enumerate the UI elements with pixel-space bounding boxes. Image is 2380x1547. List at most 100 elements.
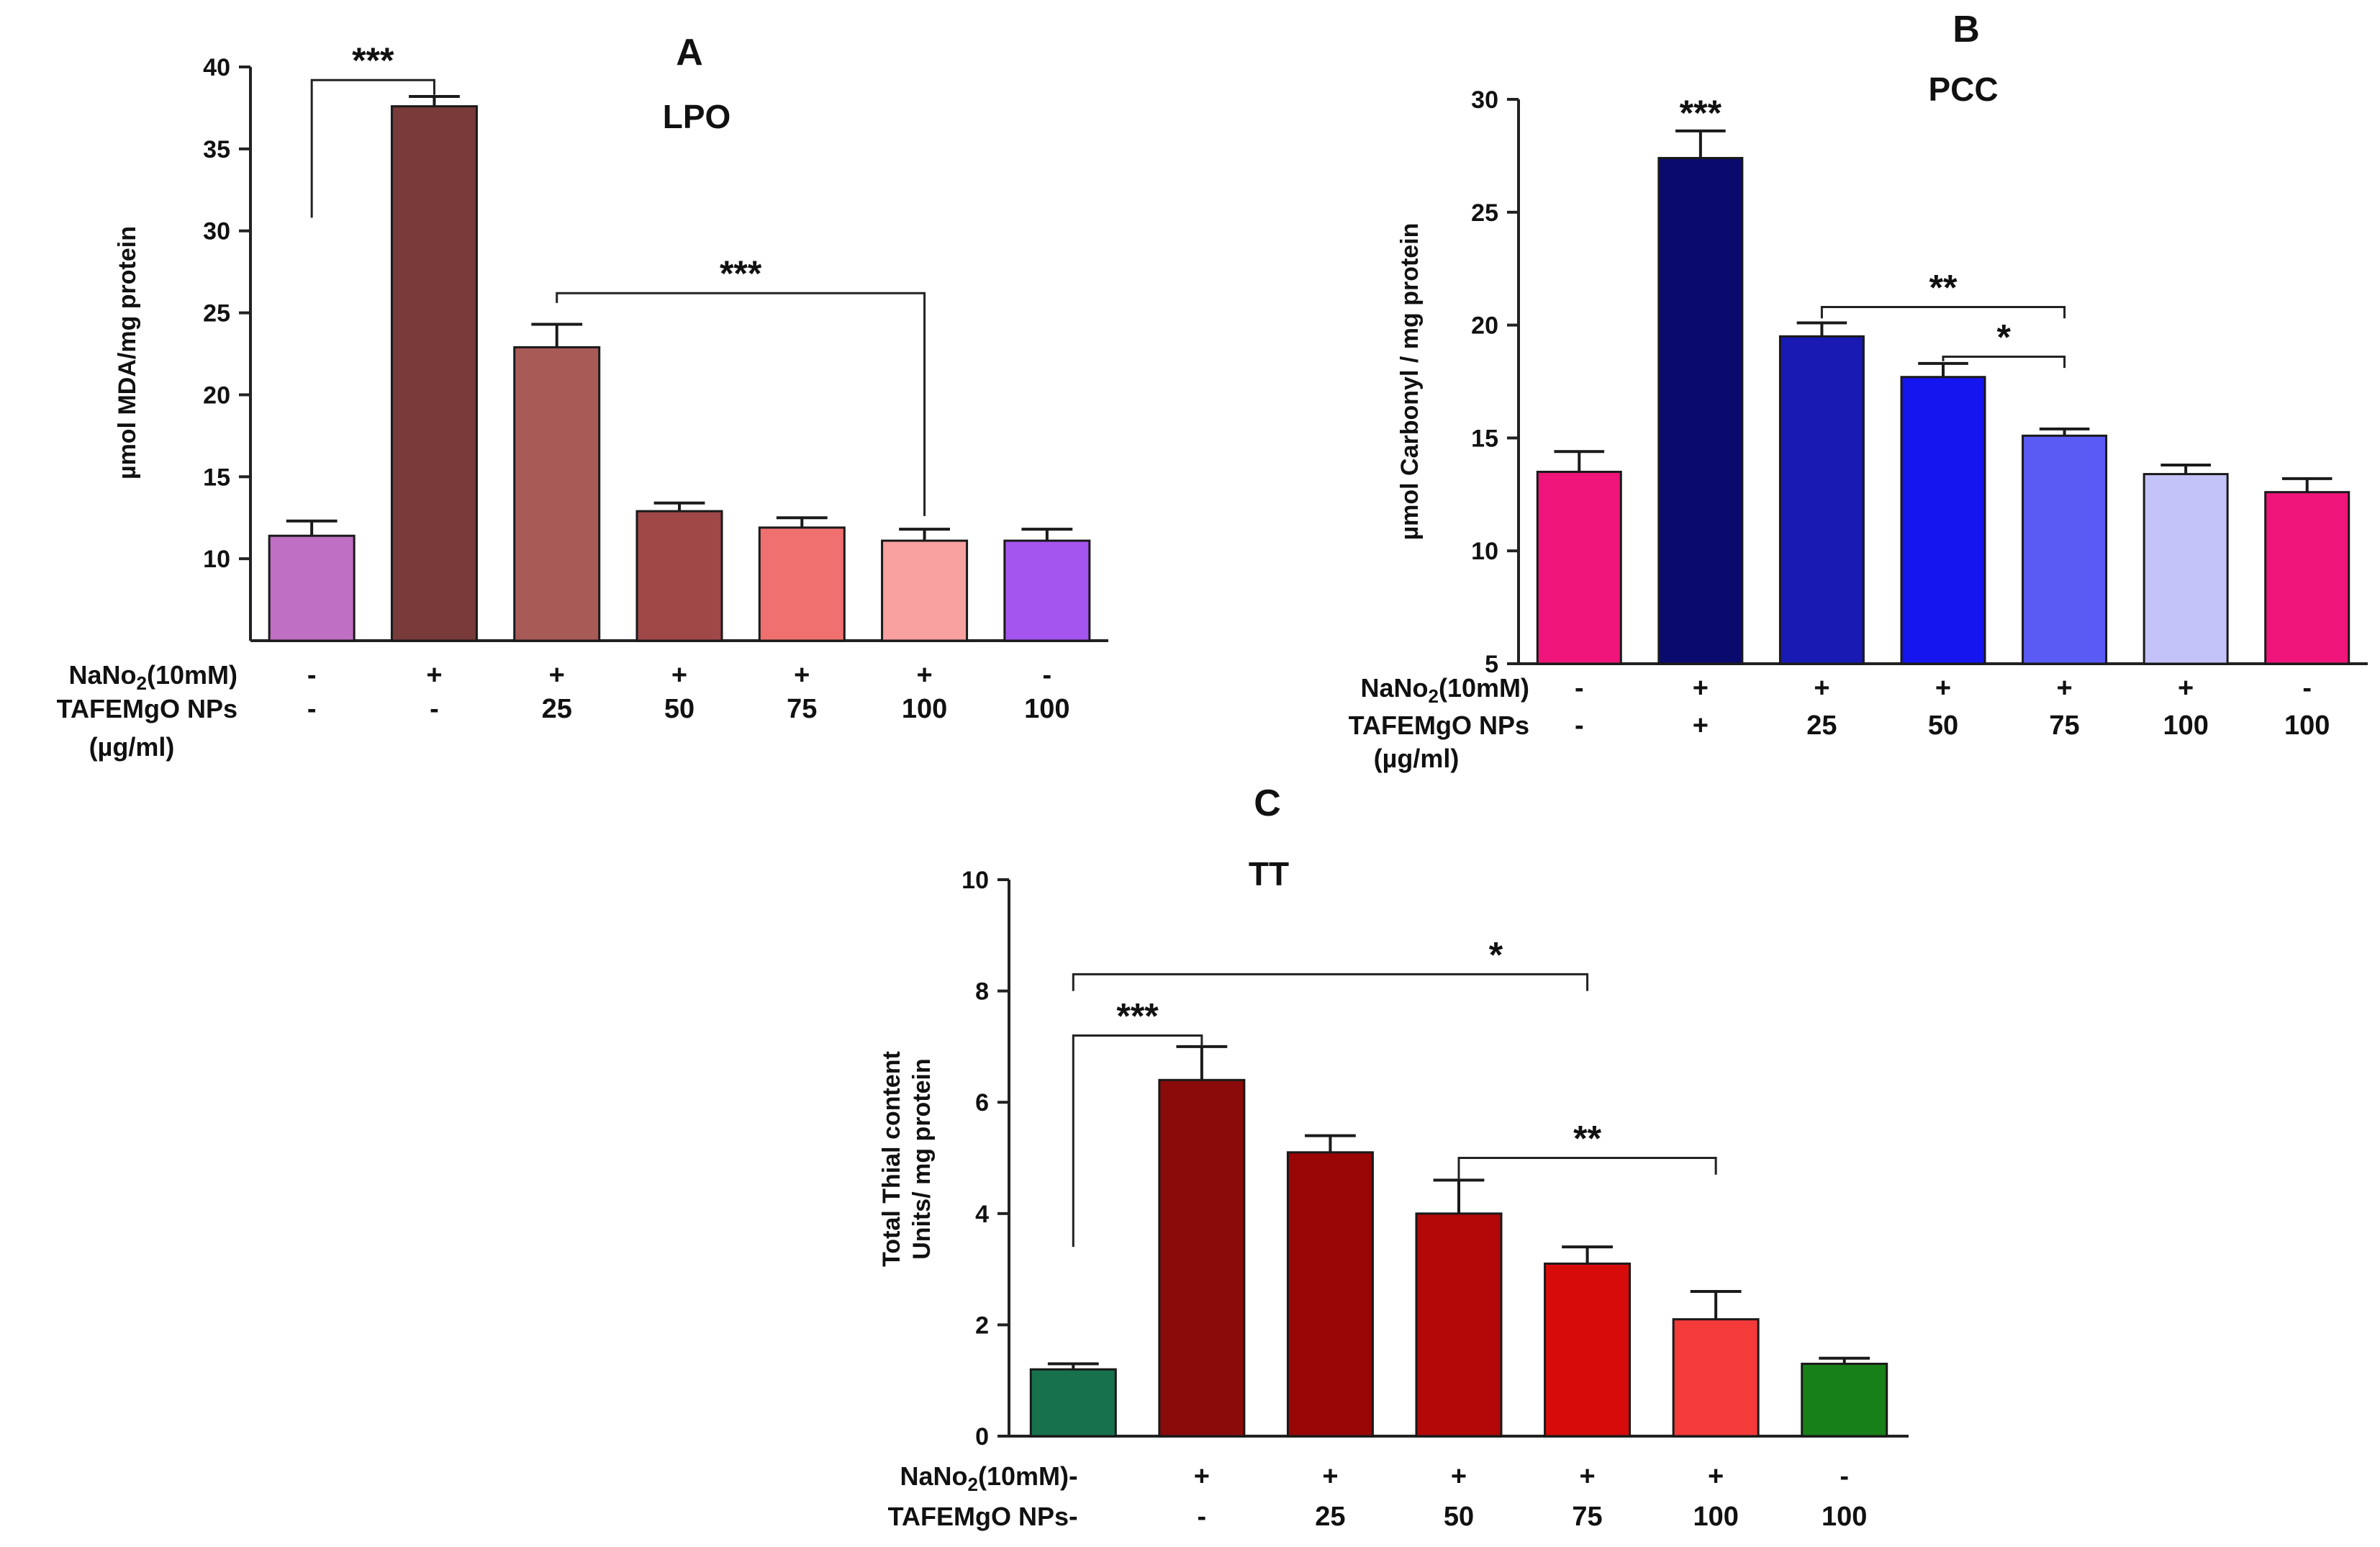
bar	[268, 534, 356, 642]
treatment-mark: +	[794, 660, 810, 690]
significance-label: ***	[352, 40, 394, 81]
treatment-mark: 25	[1315, 1502, 1345, 1532]
panel-letter: C	[1254, 782, 1281, 824]
significance-bracket	[556, 292, 926, 516]
treatment-mark: 50	[1928, 711, 1958, 741]
y-tick-label: 0	[975, 1423, 989, 1451]
bar	[881, 539, 969, 642]
treatment-mark: 75	[787, 694, 817, 724]
bar	[1657, 157, 1744, 665]
treatment-mark: -	[430, 694, 439, 724]
treatment-mark: +	[1579, 1461, 1595, 1492]
treatment-mark: +	[2056, 673, 2072, 703]
y-tick-label: 20	[203, 382, 230, 409]
significance-label: ***	[1116, 996, 1159, 1036]
treatment-mark: 50	[1444, 1502, 1474, 1532]
treatment-mark: +	[1194, 1461, 1210, 1492]
y-tick-label: 10	[203, 546, 230, 573]
y-axis-label: µmol Carbonyl / mg protein	[1396, 223, 1424, 541]
y-axis-label-line-2: Units/ mg protein	[908, 1058, 936, 1260]
unit-label: (µg/ml)	[89, 732, 175, 762]
treatment-row-label: TAFEMgO NPs	[888, 1502, 1069, 1531]
y-tick-label: 40	[203, 54, 230, 81]
treatment-mark: +	[1451, 1461, 1467, 1492]
treatment-mark: +	[426, 660, 442, 690]
treatment-mark: -	[1198, 1502, 1207, 1532]
treatment-mark: -	[1840, 1461, 1849, 1492]
bar	[1544, 1262, 1632, 1438]
treatment-mark: +	[671, 660, 687, 690]
chart-panel-a: A LPO µmol MDA/mg protein 10 15 20 25 30 35 40 NaN…	[57, 32, 1108, 762]
treatment-mark: +	[916, 660, 932, 690]
significance-bracket	[1820, 306, 2066, 319]
bar	[513, 346, 601, 642]
treatment-mark: 25	[1806, 711, 1837, 741]
treatment-mark: +	[1814, 673, 1829, 703]
bar	[2143, 473, 2229, 665]
significance-bracket	[1942, 356, 2066, 369]
y-tick-label: 25	[1471, 199, 1498, 227]
bar	[1029, 1368, 1117, 1438]
significance-label: **	[1929, 268, 1958, 308]
y-axis-label: µmol MDA/mg protein	[114, 226, 141, 479]
treatment-mark: +	[549, 660, 565, 690]
bar	[1801, 1363, 1888, 1438]
significance-label: *	[1997, 317, 2012, 358]
y-tick-label: 2	[975, 1312, 989, 1339]
significance-bracket	[310, 78, 435, 218]
treatment-mark: +	[1322, 1461, 1338, 1492]
treatment-mark: +	[1693, 673, 1709, 703]
treatment-mark: -	[1575, 711, 1584, 741]
treatment-mark: 100	[1024, 694, 1069, 724]
y-tick-label: 15	[1471, 425, 1498, 452]
treatment-mark: +	[1935, 673, 1951, 703]
treatment-mark: 100	[2284, 711, 2330, 741]
treatment-mark: 75	[1572, 1502, 1602, 1532]
bar	[390, 105, 478, 642]
y-tick-label: 5	[1485, 651, 1498, 678]
unit-label: (µg/ml)	[1374, 744, 1460, 773]
bar	[635, 510, 723, 642]
y-tick-label: 6	[975, 1089, 989, 1117]
significance-label: **	[1573, 1119, 1601, 1159]
bar	[1286, 1151, 1374, 1438]
y-tick-label: 20	[1471, 312, 1498, 340]
y-tick-label: 30	[203, 218, 230, 245]
treatment-mark: 75	[2049, 711, 2079, 741]
treatment-mark: +	[1693, 711, 1709, 741]
treatment-mark: 100	[1693, 1502, 1738, 1532]
chart-title: TT	[1249, 855, 1289, 893]
significance-label: ***	[1680, 93, 1722, 133]
panel-letter: A	[676, 32, 703, 73]
treatment-mark: -	[1043, 660, 1052, 690]
y-tick-label: 30	[1471, 86, 1498, 114]
panel-letter: B	[1953, 9, 1980, 50]
significance-label: ***	[720, 253, 762, 294]
treatment-mark: -	[1069, 1461, 1078, 1492]
treatment-mark: 100	[2163, 711, 2208, 741]
y-tick-label: 15	[203, 464, 230, 491]
bar	[1536, 470, 1622, 665]
bar	[2022, 434, 2108, 665]
y-tick-label: 8	[975, 978, 989, 1006]
bar	[1003, 539, 1091, 642]
y-tick-label: 35	[203, 136, 230, 163]
treatment-mark: -	[1575, 673, 1584, 703]
bar	[1672, 1318, 1760, 1438]
treatment-row-label: TAFEMgO NPs	[57, 694, 237, 723]
bar	[758, 526, 846, 642]
treatment-row-label: TAFEMgO NPs	[1349, 711, 1529, 740]
chart-panel-b: B PCC µmol Carbonyl / mg protein 5 10 15 20 25 3…	[1349, 9, 2368, 773]
treatment-mark: 25	[542, 694, 572, 724]
y-tick-label: 25	[203, 300, 230, 328]
significance-bracket	[1072, 973, 1589, 991]
significance-bracket	[1072, 1034, 1203, 1248]
bar	[2264, 491, 2350, 665]
treatment-mark: -	[307, 660, 317, 690]
chart-panel-c: C TT Total Thial content Units/ mg protein 0…	[878, 782, 1909, 1532]
treatment-row-label: NaNo2(10mM)	[1360, 673, 1529, 707]
treatment-mark: -	[1069, 1502, 1078, 1532]
treatment-mark: -	[2302, 673, 2312, 703]
treatment-row-label: NaNo2(10mM)	[68, 660, 237, 694]
